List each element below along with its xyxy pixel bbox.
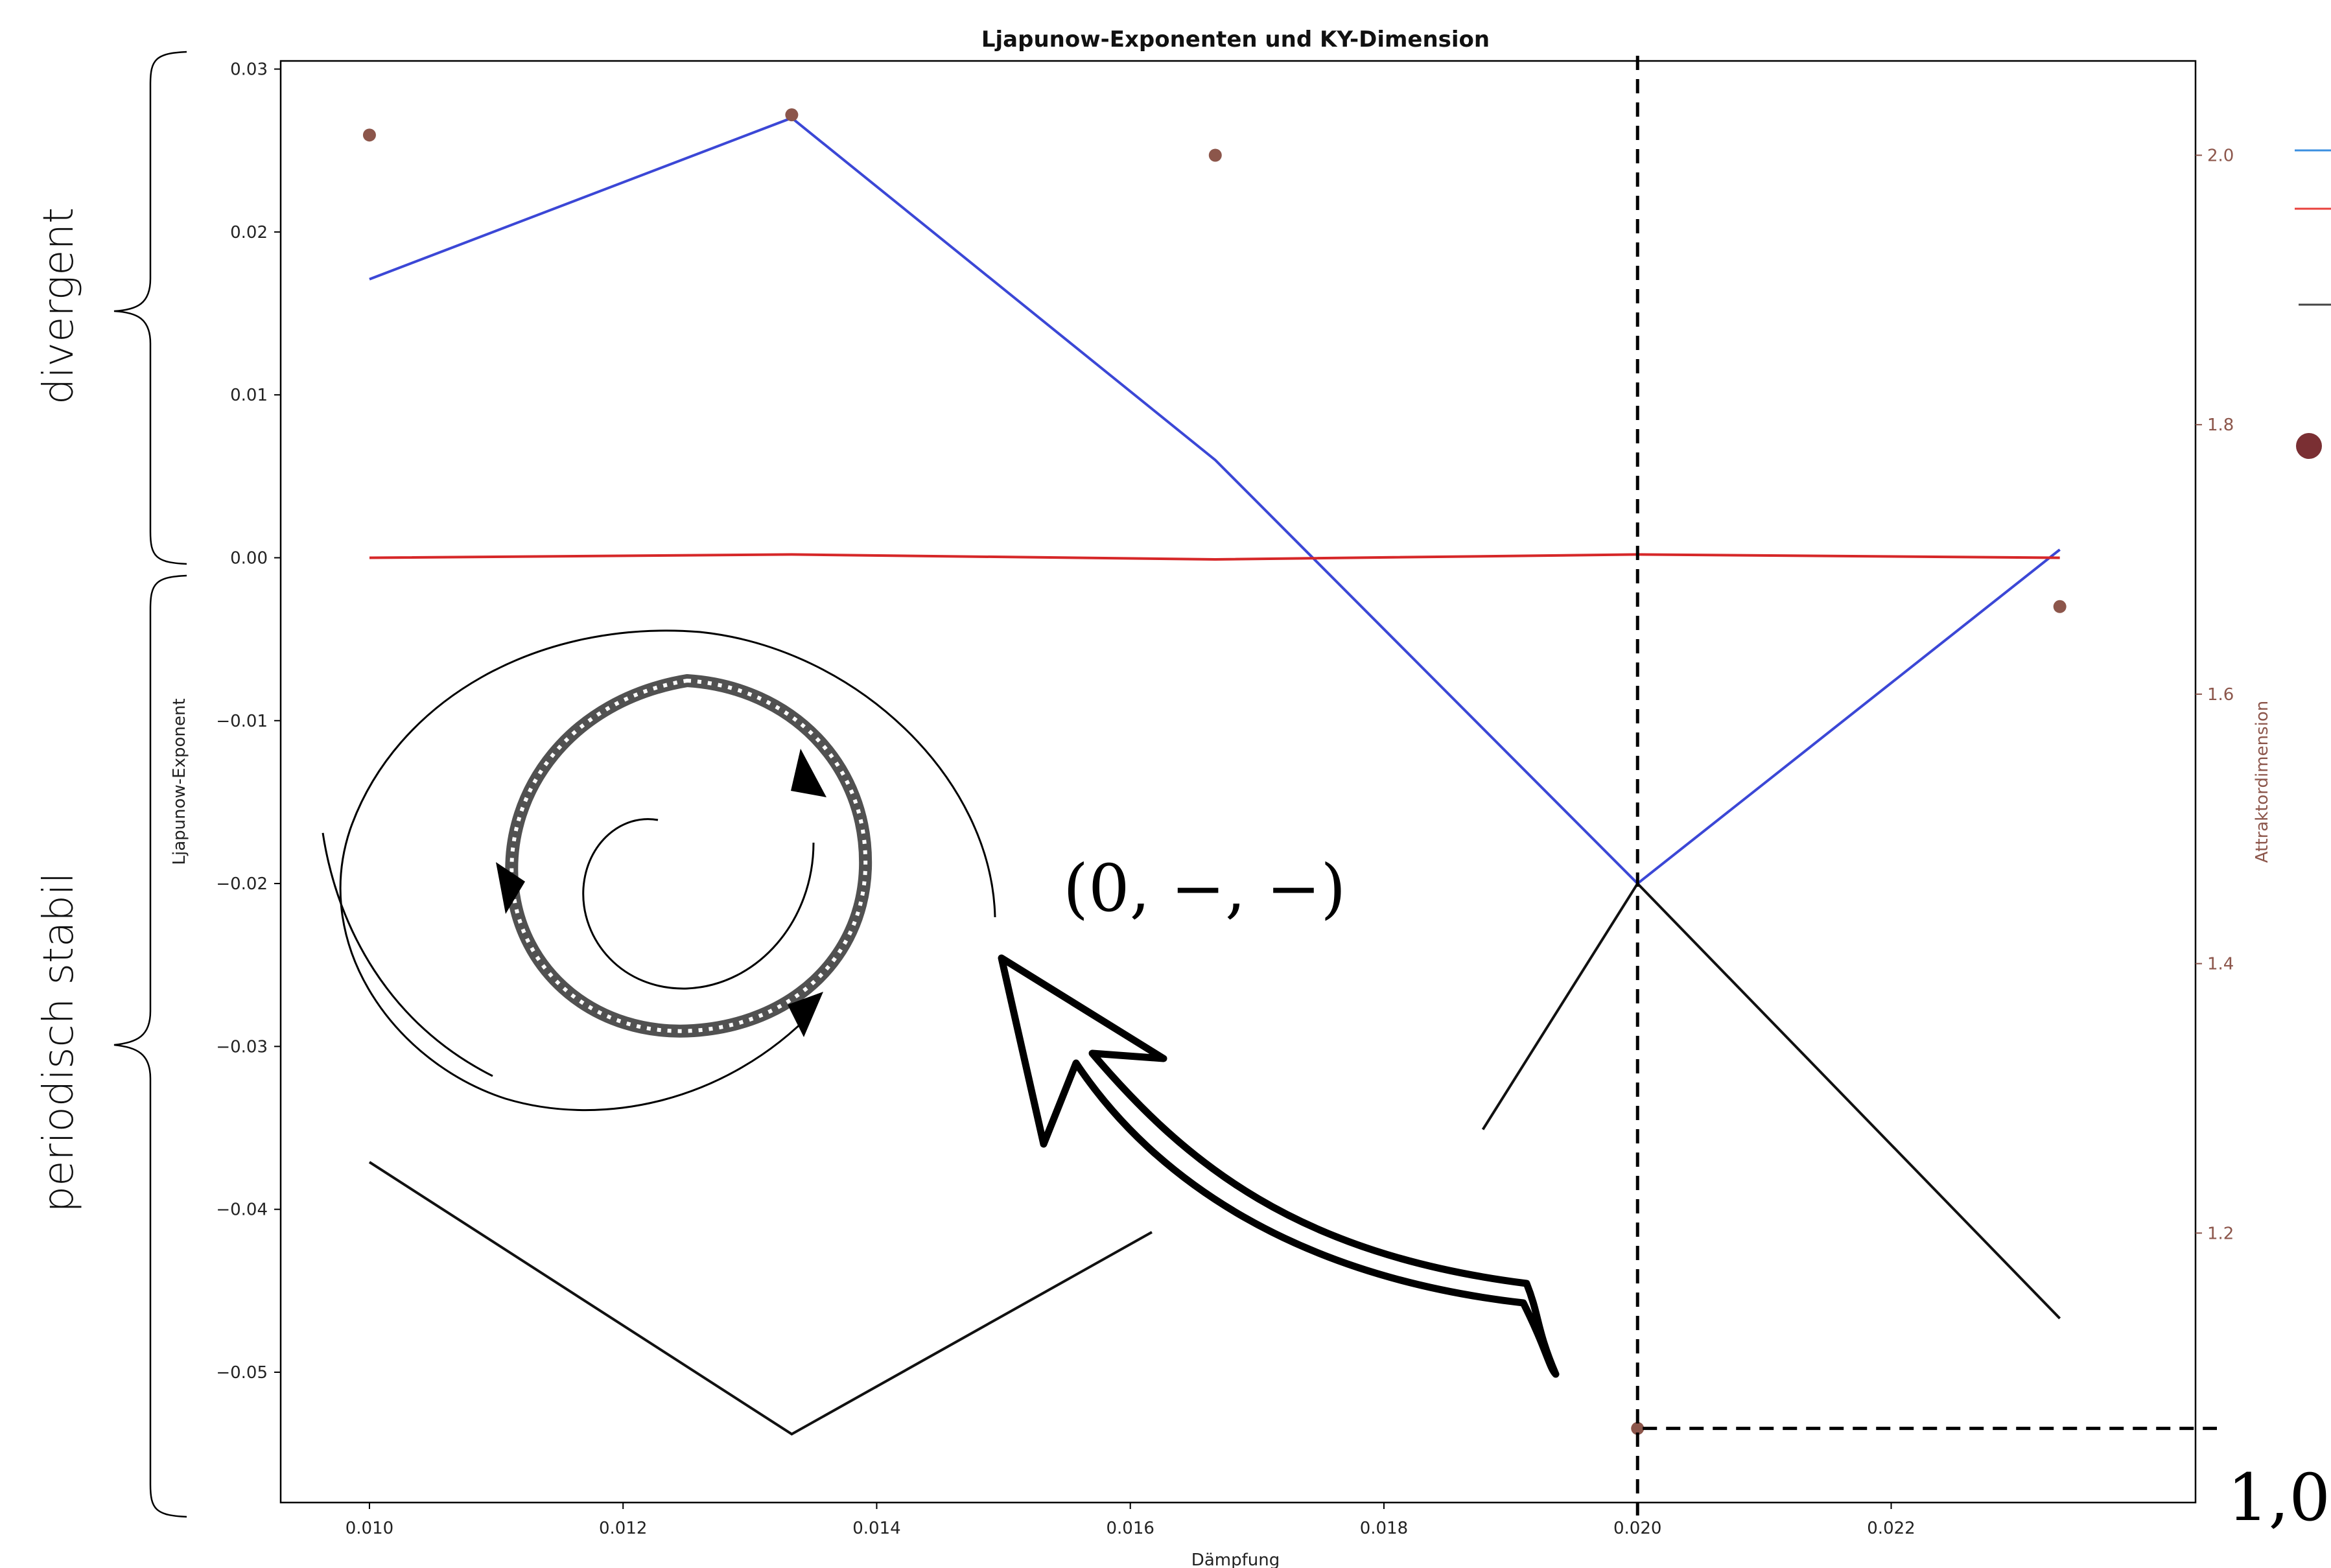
- x-tick-label: 0.014: [852, 1519, 900, 1538]
- y-tick-label: −0.02: [216, 874, 268, 894]
- y-tick-label: −0.01: [216, 712, 268, 731]
- spiral-illustration: [322, 629, 996, 1112]
- dimension-point: [1208, 148, 1222, 162]
- dimension-point: [2053, 600, 2067, 613]
- y-axis-label: Ljapunow-Exponent: [170, 698, 189, 865]
- y-tick-label: −0.03: [216, 1037, 268, 1057]
- data-layer: [362, 108, 2067, 1436]
- y2-tick-label: 2.0: [2207, 146, 2234, 165]
- legend-marker: [2296, 433, 2322, 459]
- divergent-brace: [113, 51, 187, 565]
- x-tick-label: 0.020: [1613, 1519, 1661, 1538]
- series-line-2: [368, 1161, 1153, 1436]
- exponent-triple-annotation: (0, −, −): [1063, 850, 1346, 926]
- y2-tick-label: 1.6: [2207, 685, 2234, 705]
- y2-tick-label: 1.8: [2207, 415, 2234, 435]
- marker-lines: [1635, 56, 2217, 1515]
- y-tick-label: 0.02: [230, 223, 268, 242]
- chart-title: Ljapunow-Exponenten und KY-Dimension: [981, 27, 1490, 53]
- periodic-brace: [113, 574, 187, 1518]
- legend: [2295, 149, 2331, 459]
- x-tick-label: 0.016: [1106, 1519, 1154, 1538]
- series-line-0: [369, 116, 2061, 885]
- y-tick-label: −0.04: [216, 1200, 268, 1220]
- series-line-1: [369, 553, 2060, 561]
- dimension-value-label: 1,0: [2227, 1460, 2330, 1536]
- x-tick-label: 0.022: [1867, 1519, 1915, 1538]
- plot-frame: [279, 60, 2197, 1504]
- y-tick-label: 0.00: [230, 548, 268, 568]
- x-axis-label: Dämpfung: [1191, 1550, 1280, 1568]
- x-axis: 0.010 0.012 0.014 0.016 0.018 0.020 0.022: [346, 1503, 1915, 1538]
- y-axis-right: 2.0 1.8 1.6 1.4 1.2: [2196, 146, 2234, 1243]
- y-tick-label: 0.03: [230, 60, 268, 80]
- y2-tick-label: 1.4: [2207, 955, 2234, 974]
- x-tick-label: 0.012: [599, 1519, 647, 1538]
- x-tick-label: 0.018: [1360, 1519, 1408, 1538]
- y-tick-label: 0.01: [230, 386, 268, 405]
- divergent-label: divergent: [35, 207, 83, 404]
- series-line-2: [1481, 881, 2061, 1320]
- x-tick-label: 0.010: [346, 1519, 393, 1538]
- y-axis-left: 0.03 0.02 0.01 0.00 −0.01 −0.02 −0.03 −0.04 −0.0…: [216, 60, 281, 1383]
- hand-drawn-arrow: [998, 954, 1560, 1378]
- y-tick-label: −0.05: [216, 1363, 268, 1383]
- y2-axis-label: Attraktordimension: [2253, 701, 2272, 863]
- periodic-label: periodisch stabil: [35, 872, 83, 1213]
- dimension-point: [362, 128, 376, 142]
- dimension-point: [1631, 1422, 1645, 1435]
- y2-tick-label: 1.2: [2207, 1224, 2234, 1243]
- dimension-point: [785, 108, 799, 122]
